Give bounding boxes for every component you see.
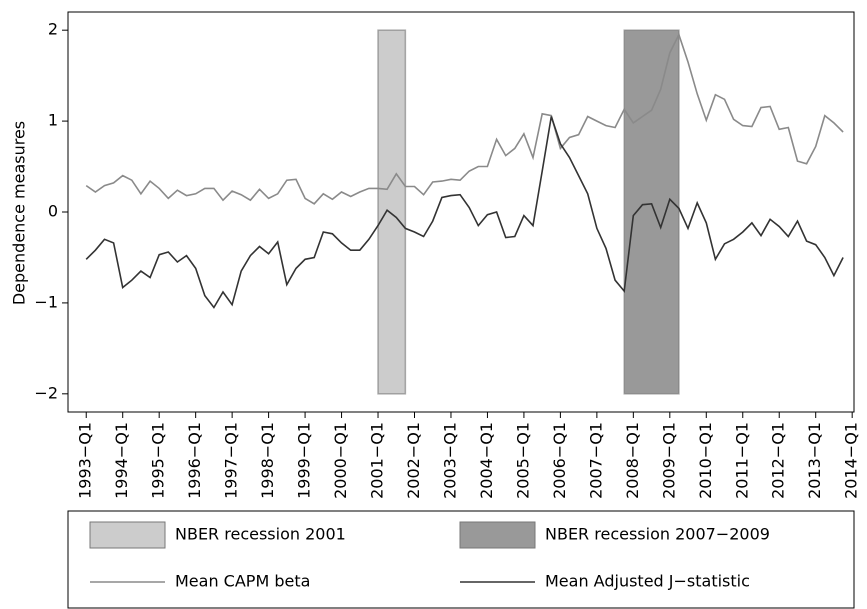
x-tick-label: 2000−Q1 (331, 422, 350, 499)
x-tick-label: 1996−Q1 (185, 422, 204, 499)
x-tick-label: 2013−Q1 (805, 422, 824, 499)
y-tick-label: 0 (48, 202, 58, 221)
x-tick-label: 2006−Q1 (550, 422, 569, 499)
x-tick-label: 1999−Q1 (295, 422, 314, 499)
x-tick-label: 2002−Q1 (404, 422, 423, 499)
x-tick-label: 1994−Q1 (112, 422, 131, 499)
y-tick-label: 2 (48, 20, 58, 39)
x-tick-label: 2010−Q1 (696, 422, 715, 499)
x-tick-label: 2009−Q1 (659, 422, 678, 499)
x-tick-label: 1995−Q1 (149, 422, 168, 499)
x-tick-label: 2012−Q1 (769, 422, 788, 499)
x-tick-label: 1993−Q1 (76, 422, 95, 499)
plot-frame (67, 11, 855, 413)
x-tick-label: 2005−Q1 (513, 422, 532, 499)
recession-band (377, 29, 407, 395)
x-tick-label: 2001−Q1 (368, 422, 387, 499)
legend-swatch (89, 521, 166, 549)
x-tick-label: 2007−Q1 (586, 422, 605, 499)
x-tick-label: 2008−Q1 (623, 422, 642, 499)
series-line (85, 116, 844, 309)
x-tick-label: 2011−Q1 (732, 422, 751, 499)
x-tick-label: 1997−Q1 (222, 422, 241, 499)
recession-band (623, 29, 680, 395)
y-tick-label: 1 (48, 111, 58, 130)
y-axis-title: Dependence measures (10, 121, 29, 305)
legend-label: Mean Adjusted J−statistic (545, 572, 750, 591)
y-tick-label: −2 (34, 383, 58, 402)
series-line (85, 32, 844, 205)
legend-label: Mean CAPM beta (175, 572, 310, 591)
y-tick-label: −1 (34, 292, 58, 311)
x-tick-label: 2003−Q1 (440, 422, 459, 499)
x-tick-label: 1998−Q1 (258, 422, 277, 499)
x-tick-label: 2004−Q1 (477, 422, 496, 499)
legend-label: NBER recession 2001 (175, 525, 346, 544)
legend-label: NBER recession 2007−2009 (545, 525, 770, 544)
legend-swatch (459, 521, 536, 549)
x-tick-label: 2014−Q1 (842, 422, 861, 499)
